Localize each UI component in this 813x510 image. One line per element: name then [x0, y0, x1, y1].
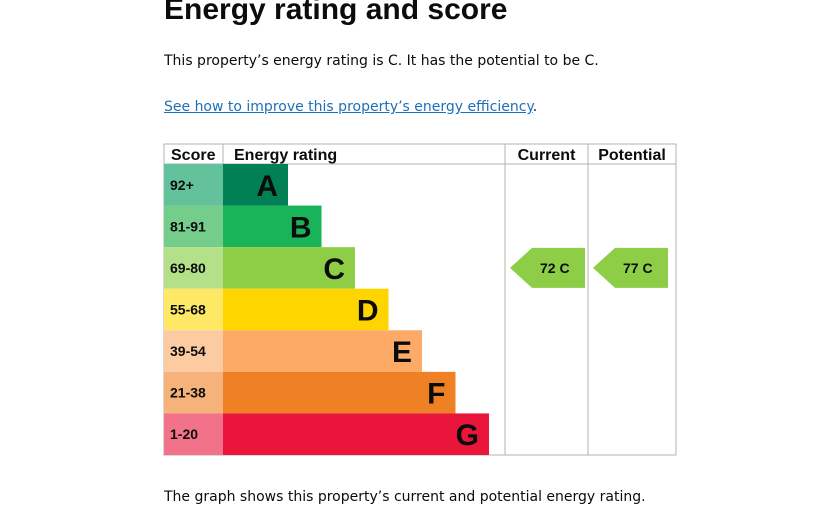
header-energy-rating: Energy rating [234, 147, 337, 164]
rating-bar-f [223, 371, 456, 414]
header-current: Current [518, 147, 576, 164]
score-range-b: 81-91 [170, 218, 206, 234]
current-rating-arrow-label: 72 C [540, 260, 570, 276]
score-cell-a [164, 164, 223, 206]
score-cell-b [164, 205, 223, 248]
score-cell-f [164, 371, 223, 414]
score-cell-g [164, 413, 223, 455]
rating-bar-c [223, 247, 355, 289]
header-score: Score [171, 147, 216, 164]
potential-rating-arrow-label: 77 C [623, 260, 653, 276]
rating-letter-f: F [427, 378, 445, 411]
rating-letter-c: C [323, 253, 345, 286]
score-cell-e [164, 330, 223, 372]
score-range-g: 1-20 [170, 426, 198, 442]
improve-efficiency-link[interactable]: See how to improve this property’s energ… [164, 99, 533, 115]
rating-letter-b: B [290, 211, 312, 244]
score-range-a: 92+ [170, 177, 194, 193]
rating-bar-a [223, 164, 288, 206]
rating-bar-g [223, 413, 489, 455]
rating-letter-a: A [256, 170, 278, 203]
score-cell-d [164, 288, 223, 331]
score-range-c: 69-80 [170, 260, 206, 276]
page-title: Energy rating and score [164, 0, 508, 26]
rating-letter-d: D [357, 295, 379, 328]
improve-paragraph: See how to improve this property’s energ… [164, 97, 537, 117]
rating-bar-b [223, 205, 322, 248]
graph-description: The graph shows this property’s current … [164, 489, 646, 505]
score-range-e: 39-54 [170, 343, 206, 359]
score-range-f: 21-38 [170, 385, 206, 401]
rating-letter-g: G [456, 419, 479, 452]
improve-link-suffix: . [532, 99, 538, 115]
header-potential: Potential [598, 147, 666, 164]
current-rating-arrow [510, 247, 585, 288]
potential-rating-arrow [593, 247, 668, 288]
rating-letter-e: E [392, 336, 412, 369]
rating-bar-d [223, 288, 389, 331]
score-cell-c [164, 247, 223, 289]
rating-bar-e [223, 330, 422, 372]
rating-summary: This property’s energy rating is C. It h… [164, 53, 599, 69]
score-range-d: 55-68 [170, 302, 206, 318]
